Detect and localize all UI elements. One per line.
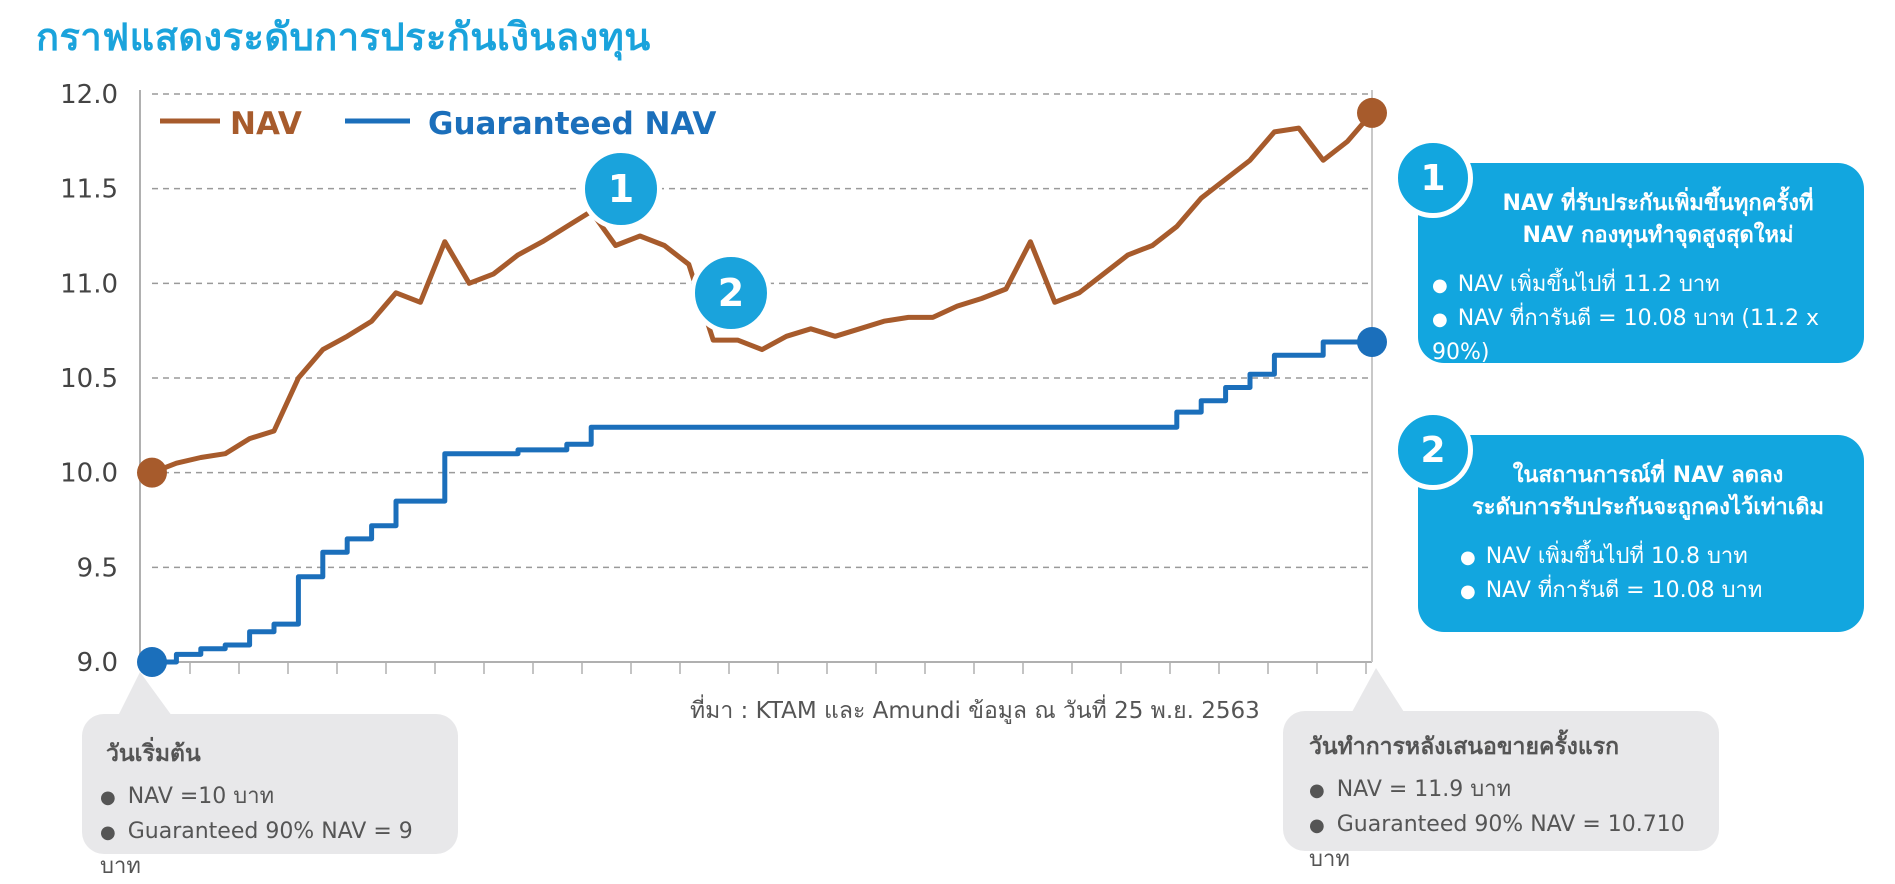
end-info-box: วันทำการหลังเสนอขายครั้งแรก NAV = 11.9 บ… [1283,711,1719,872]
callout-2-title: ในสถานการณ์ที่ NAV ลดลง ระดับการรับประกั… [1438,460,1858,524]
callout-1-title-line1: NAV ที่รับประกันเพิ่มขึ้นทุกครั้งที่ [1502,191,1814,216]
start-point-nav [137,457,167,488]
legend-guaranteed-label: Guaranteed NAV [428,106,716,142]
callout-1-badge: 1 [1393,138,1473,218]
callout-1-title-line2: NAV กองทุนทำจุดสูงสุดใหม่ [1522,223,1794,248]
marker-bubble-1: 1 [580,148,662,230]
callout-2-title-line2: ระดับการรับประกันจะถูกคงไว้เท่าเดิม [1471,495,1825,520]
end-point-guaranteed [1357,327,1387,358]
chart-legend: NAV Guaranteed NAV [160,106,716,142]
end-info-bullet-2: Guaranteed 90% NAV = 10.710 บาท [1309,808,1719,877]
callout-2: 2 ในสถานการณ์ที่ NAV ลดลง ระดับการรับประ… [1393,410,1864,632]
y-tick-label: 11.0 [60,269,118,299]
start-info-title: วันเริ่มต้น [106,741,201,767]
callout-1: 1 NAV ที่รับประกันเพิ่มขึ้นทุกครั้งที่ N… [1393,138,1864,365]
series-line-nav [151,111,1374,476]
end-box-pointer [1352,668,1404,712]
marker-bubble-2-label: 2 [717,271,745,315]
chart-grid [152,93,1372,569]
page-title: กราฟแสดงระดับการประกันเงินลงทุน [36,15,651,59]
y-tick-label: 9.0 [77,648,118,678]
y-tick-label: 9.5 [77,553,118,583]
callout-1-title: NAV ที่รับประกันเพิ่มขึ้นทุกครั้งที่ NAV… [1458,188,1858,252]
legend-nav-label: NAV [230,106,302,142]
callout-2-badge: 2 [1393,410,1473,490]
callout-1-bullet-1: NAV เพิ่มขึ้นไปที่ 11.2 บาท [1432,268,1864,302]
nav-chart: 9.0 9.5 10.0 10.5 11.0 11.5 12.0 NAV Guarantee… [60,80,1404,716]
callout-1-bullet-2: NAV ที่การันตี = 10.08 บาท (11.2 x 90%) [1432,302,1864,369]
series-line-guaranteed [152,339,1372,665]
start-box-pointer [118,672,172,716]
end-info-bullet-1: NAV = 11.9 บาท [1309,773,1719,808]
chart-lines [137,97,1387,677]
y-tick-label: 10.5 [60,364,118,394]
marker-bubble-2: 2 [690,252,772,334]
callout-2-title-line1: ในสถานการณ์ที่ NAV ลดลง [1512,463,1784,488]
callout-1-bullets: NAV เพิ่มขึ้นไปที่ 11.2 บาท NAV ที่การัน… [1432,268,1864,369]
callout-pointers [118,668,1404,716]
end-info-bullets: NAV = 11.9 บาท Guaranteed 90% NAV = 10.7… [1309,773,1719,877]
source-note: ที่มา : KTAM และ Amundi ข้อมูล ณ วันที่ … [690,698,1260,724]
start-info-bullet-1: NAV =10 บาท [100,780,458,815]
marker-bubble-1-label: 1 [607,167,635,211]
start-point-guaranteed [137,647,167,677]
end-point-nav [1357,97,1387,128]
chart-axes: 9.0 9.5 10.0 10.5 11.0 11.5 12.0 [60,80,1373,678]
callout-2-bullets: NAV เพิ่มขึ้นไปที่ 10.8 บาท NAV ที่การัน… [1460,540,1763,608]
y-tick-label: 11.5 [60,175,118,205]
start-info-bullet-2: Guaranteed 90% NAV = 9 บาท [100,815,458,884]
y-tick-label: 12.0 [60,80,118,110]
callout-2-bullet-2: NAV ที่การันตี = 10.08 บาท [1460,574,1763,608]
callout-2-bullet-1: NAV เพิ่มขึ้นไปที่ 10.8 บาท [1460,540,1762,574]
start-info-bullets: NAV =10 บาท Guaranteed 90% NAV = 9 บาท [100,780,458,884]
start-info-box: วันเริ่มต้น NAV =10 บาท Guaranteed 90% N… [82,714,458,879]
end-info-title: วันทำการหลังเสนอขายครั้งแรก [1309,734,1620,760]
y-tick-label: 10.0 [60,459,118,489]
